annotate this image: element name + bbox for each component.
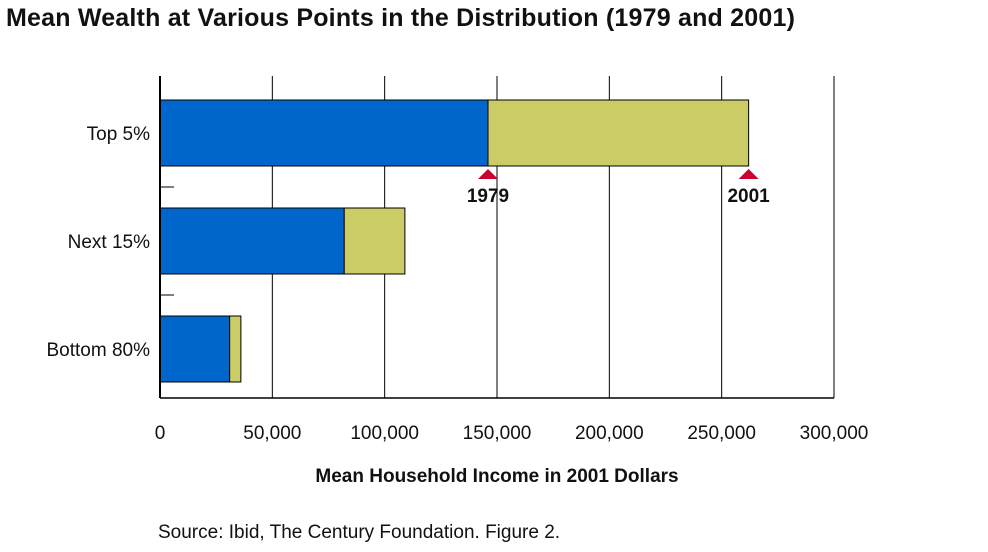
bar-segment-2001 (343, 207, 406, 275)
chart-title: Mean Wealth at Various Points in the Dis… (6, 4, 796, 32)
x-tick-label: 300,000 (800, 423, 869, 444)
x-tick-label: 250,000 (687, 423, 756, 444)
x-tick-label: 200,000 (575, 423, 644, 444)
x-tick-label: 100,000 (350, 423, 419, 444)
marker-triangle-icon (478, 169, 499, 179)
x-tick-label: 0 (155, 423, 166, 444)
bar-segment-2001 (229, 315, 242, 383)
annotation-label: 1979 (467, 186, 509, 207)
x-tick-label: 150,000 (463, 423, 532, 444)
y-tick-label: Top 5% (87, 124, 150, 145)
x-axis-label: Mean Household Income in 2001 Dollars (315, 466, 679, 487)
y-tick-label: Bottom 80% (47, 340, 151, 361)
y-tick-label: Next 15% (68, 232, 150, 253)
source-note: Source: Ibid, The Century Foundation. Fi… (158, 522, 561, 543)
marker-triangle-icon (738, 169, 759, 179)
bar-segment-1979 (159, 207, 345, 275)
bar-segment-1979 (159, 99, 489, 167)
x-tick-label: 50,000 (243, 423, 301, 444)
bar-segment-1979 (159, 315, 231, 383)
bar-segment-2001 (487, 99, 750, 167)
annotation-label: 2001 (727, 186, 770, 207)
